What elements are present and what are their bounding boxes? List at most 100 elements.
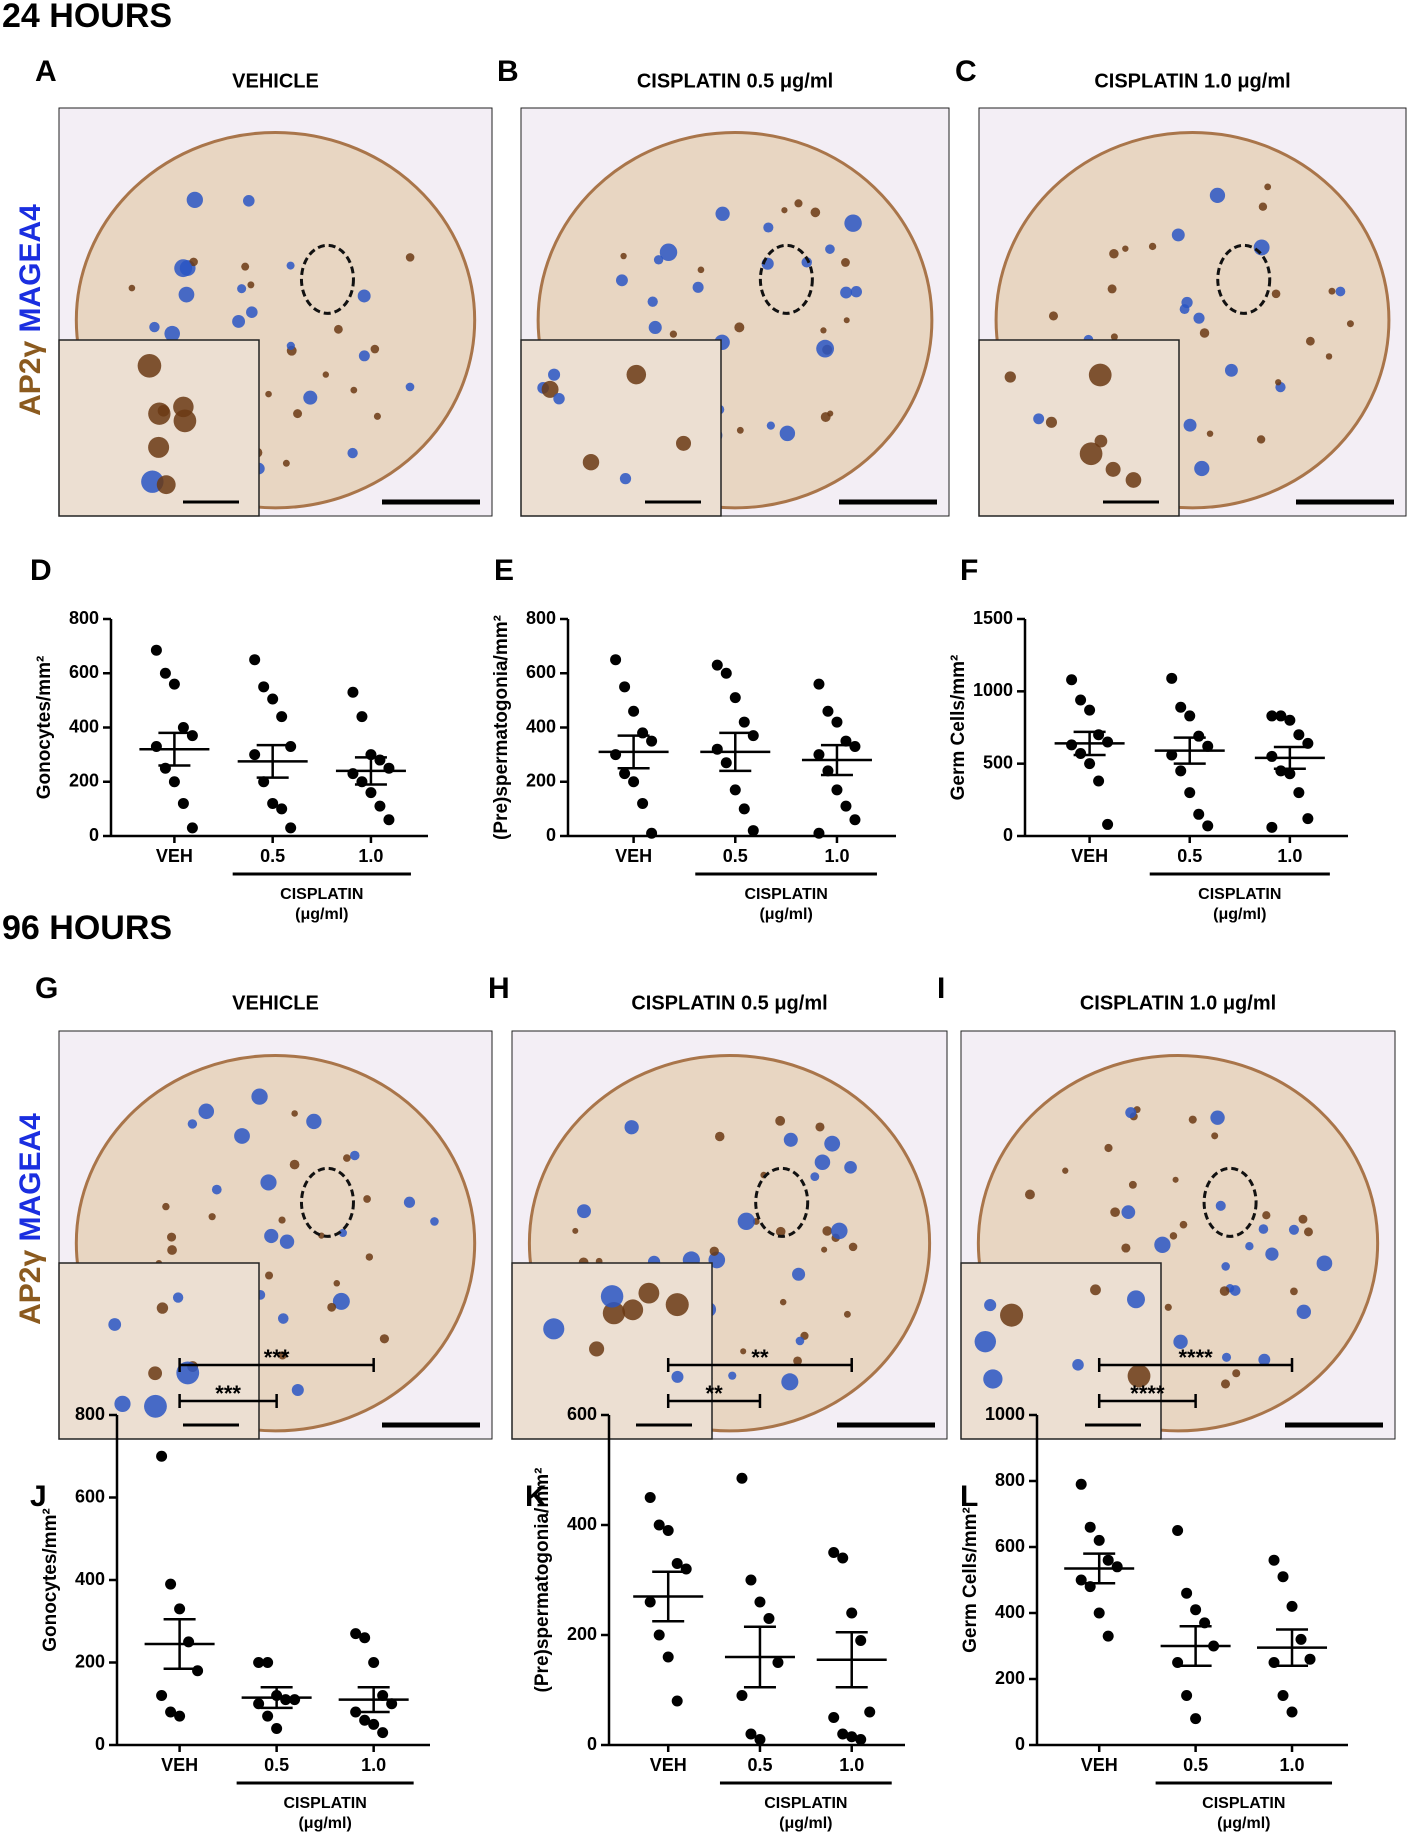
data-point [377,1690,389,1701]
data-point [671,1695,683,1707]
group-label: CISPLATIN [1202,1795,1285,1812]
cell [1258,1353,1271,1366]
data-point [610,654,622,666]
data-point [1286,1600,1298,1612]
panel-letter: E [494,554,514,587]
panel-letter: B [497,55,519,88]
cell [405,382,415,392]
data-point [1075,748,1087,760]
micrograph [520,107,950,517]
cell [291,1383,304,1397]
cell [430,1217,439,1226]
inset-cell [1000,1303,1024,1327]
cell [825,244,835,254]
data-point [350,1706,362,1718]
data-point [1166,749,1178,761]
cell [1193,312,1205,324]
data-point [368,1718,380,1730]
y-tick-label: 800 [995,1470,1025,1490]
cell [1169,1232,1178,1240]
cell [810,207,821,218]
x-tick-label: VEH [156,846,193,866]
cell [815,1122,825,1132]
cell [814,1154,831,1170]
data-point [729,784,741,796]
group-unit: (μg/ml) [295,906,348,923]
y-axis-label: Gonocytes/mm² [40,1508,61,1652]
cell [1220,1379,1231,1389]
cell [1245,1242,1254,1251]
data-point [186,822,198,834]
cell [178,286,195,303]
data-point [822,705,834,717]
inset-cell [1033,413,1045,425]
data-point [347,686,359,698]
data-point [1193,808,1205,820]
cell [1107,284,1117,294]
cell [279,1234,295,1249]
data-point [1111,1561,1123,1573]
x-tick-label: 0.5 [723,846,748,866]
cell [338,1228,347,1238]
data-point [644,1492,656,1503]
cell [334,324,343,334]
data-point [813,678,825,690]
inset-cell [156,1302,169,1314]
group-unit: (μg/ml) [779,1815,832,1832]
data-point [1093,1534,1105,1546]
group-unit: (μg/ml) [1217,1815,1270,1832]
cell [332,1292,350,1310]
y-tick-label: 0 [89,825,99,845]
cell [1265,1247,1279,1261]
data-point [837,1552,849,1564]
data-point [271,1723,283,1734]
cell [1335,286,1346,297]
data-point [177,722,189,733]
panel-title: VEHICLE [232,70,319,92]
cell [1148,242,1157,251]
data-point [1175,701,1187,713]
cell [1288,1224,1300,1235]
data-point [1093,775,1105,787]
data-point [1286,1706,1298,1718]
data-point [736,1690,748,1701]
cell [840,286,853,299]
cell [278,1351,287,1360]
data-point [745,1574,757,1586]
cell [1219,1286,1230,1296]
cell [242,194,255,207]
cell [615,274,628,287]
panel-letter: A [35,55,57,88]
data-point [1084,704,1096,716]
cell [659,243,678,261]
panel-letter: I [937,972,945,1005]
panel-letter: C [955,55,977,88]
data-point [855,1635,867,1646]
data-point [262,1710,274,1722]
data-point [165,1706,177,1718]
inset-cell [148,402,171,425]
inset-cell [1105,461,1121,477]
cell [247,281,255,289]
data-point [1102,818,1114,830]
inset-cell [173,396,194,418]
cell [293,409,303,419]
x-tick-label: 0.5 [1183,1755,1208,1775]
y-tick-label: 200 [75,1651,105,1671]
data-point [738,803,750,815]
panel-letter: G [35,972,58,1005]
cell [709,1246,719,1256]
y-tick-label: 200 [995,1668,1025,1688]
data-point [1293,787,1305,799]
cell [265,390,272,398]
x-tick-label: VEH [615,846,652,866]
panel-letter: H [488,972,510,1005]
x-tick-label: 0.5 [747,1755,772,1775]
y-tick-label: 200 [69,771,99,791]
cell [792,1267,806,1281]
inset-cell [1094,434,1108,448]
cell [1346,320,1354,328]
inset-cell [543,1318,565,1340]
cell [775,1226,786,1237]
data-point [1066,674,1078,686]
